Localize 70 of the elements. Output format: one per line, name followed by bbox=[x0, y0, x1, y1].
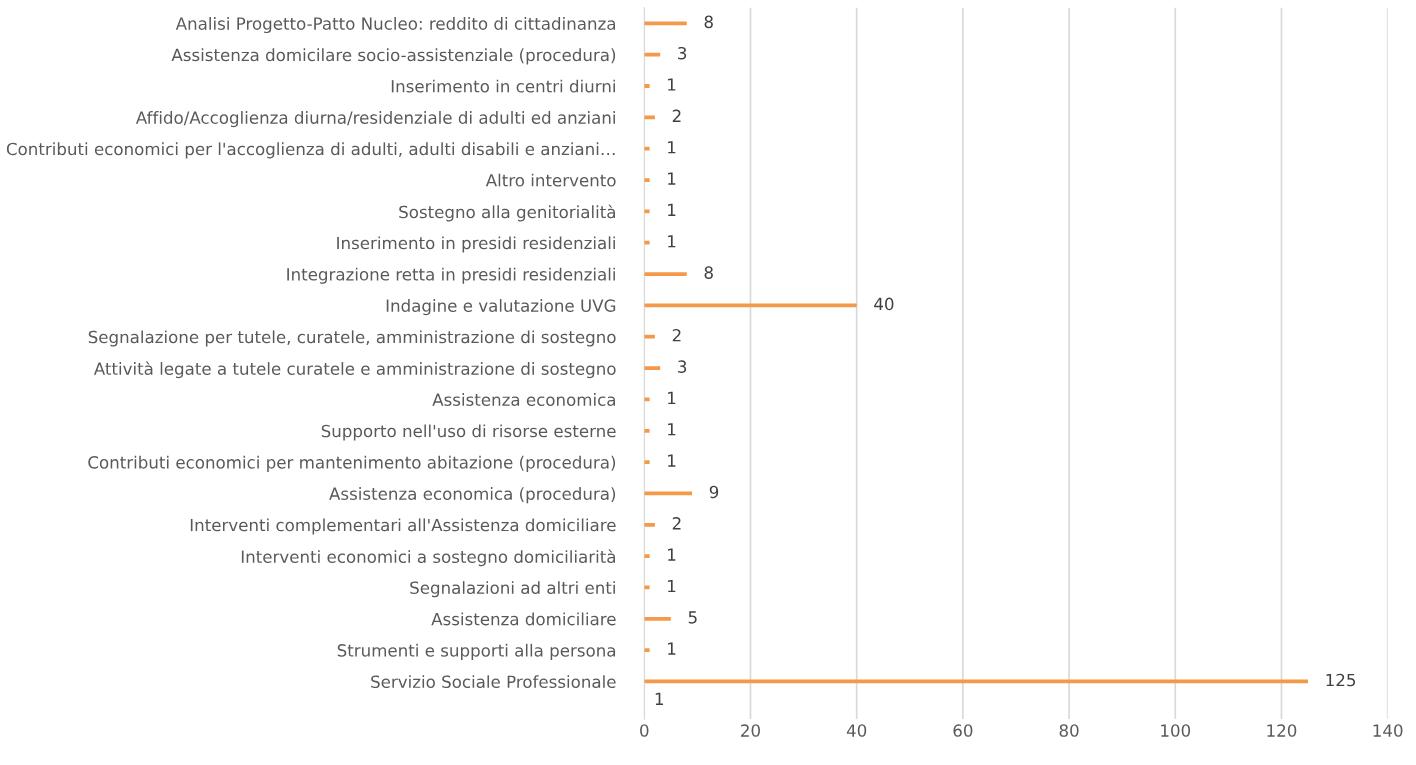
y-tick-label: Servizio Sociale Professionale bbox=[371, 675, 616, 689]
data-label: 1 bbox=[668, 391, 676, 405]
x-tick-label: 60 bbox=[953, 724, 973, 737]
bar bbox=[644, 460, 650, 464]
data-label: 1 bbox=[668, 423, 676, 436]
bar bbox=[644, 648, 650, 653]
bar bbox=[644, 209, 650, 214]
data-label: 5 bbox=[688, 611, 697, 624]
data-label: 3 bbox=[678, 46, 687, 60]
y-tick-label: Interventi complementari all'Assistenza domiciliare bbox=[190, 518, 616, 535]
y-tick-label: Inserimento in centri diurni bbox=[391, 79, 615, 93]
data-label: 9 bbox=[709, 485, 719, 499]
x-tick-label: 40 bbox=[846, 724, 867, 737]
x-tick-label: 80 bbox=[1059, 724, 1079, 737]
data-label: 1 bbox=[668, 172, 676, 185]
x-tick-label: 100 bbox=[1161, 724, 1191, 737]
bar bbox=[644, 115, 655, 120]
y-tick-label: Assistenza domiciliare bbox=[431, 612, 616, 626]
y-tick-label: Sostegno alla genitorialità bbox=[399, 204, 615, 222]
data-label: 1 bbox=[668, 78, 676, 91]
x-tick-label: 20 bbox=[741, 724, 760, 737]
data-label: 1 bbox=[668, 203, 676, 216]
y-tick-label: Assistenza economica bbox=[432, 393, 615, 406]
data-label: 8 bbox=[704, 15, 713, 29]
bar bbox=[644, 146, 650, 151]
x-tick-label: 120 bbox=[1267, 724, 1297, 737]
data-label: 2 bbox=[672, 517, 681, 530]
bar bbox=[644, 616, 671, 621]
data-label: 1 bbox=[668, 642, 676, 655]
y-tick-label: Segnalazione per tutele, curatele, amministrazione di sostegno bbox=[88, 330, 616, 347]
data-label: 1 bbox=[668, 235, 676, 248]
y-tick-label: Interventi economici a sostegno domiciliarità bbox=[241, 549, 615, 567]
y-tick-label: Indagine e valutazione UVG bbox=[386, 299, 616, 316]
y-tick-label: Segnalazioni ad altri enti bbox=[410, 581, 615, 598]
bar bbox=[644, 178, 650, 182]
y-tick-label: Strumenti e supporti alla persona bbox=[337, 643, 615, 660]
data-label: 1 bbox=[668, 548, 676, 561]
data-label: 1 bbox=[668, 141, 676, 154]
x-tick-label: 140 bbox=[1373, 724, 1403, 737]
y-tick-label: Assistenza economica (procedura) bbox=[329, 487, 616, 504]
y-tick-label: Assistenza domicilare socio-assistenziale (procedura) bbox=[171, 48, 616, 65]
data-label: 1 bbox=[668, 579, 676, 593]
y-tick-label: Altro intervento bbox=[485, 173, 616, 187]
y-tick-label: Contributi economici per mantenimento abitazione (procedura) bbox=[88, 455, 616, 472]
data-label: 8 bbox=[704, 266, 713, 279]
bar bbox=[644, 334, 655, 339]
bar bbox=[644, 21, 687, 26]
data-label: 2 bbox=[672, 109, 681, 122]
bar bbox=[644, 428, 650, 433]
data-label: 1 bbox=[668, 454, 676, 467]
y-tick-label: Attività legate a tutele curatele e amministrazione di sostegno bbox=[93, 361, 616, 379]
annotation: 1 bbox=[655, 692, 664, 705]
y-tick-label: Affido/Accoglienza diurna/residenziale di adulti ed anziani bbox=[135, 111, 615, 128]
y-tick-label: Supporto nell'uso di risorse esterne bbox=[321, 424, 616, 441]
bar bbox=[644, 272, 687, 276]
bar bbox=[644, 52, 661, 57]
data-label: 125 bbox=[1326, 673, 1356, 687]
data-label: 3 bbox=[678, 360, 687, 373]
bar bbox=[644, 84, 650, 88]
y-tick-label: Contributi economici per l'accoglienza di adulti, adulti disabili e anziani… bbox=[6, 142, 615, 159]
y-tick-label: Analisi Progetto-Patto Nucleo: reddito di cittadinanza bbox=[175, 16, 615, 34]
y-tick-label: Inserimento in presidi residenziali bbox=[337, 236, 615, 253]
bar bbox=[644, 366, 661, 370]
bar bbox=[644, 240, 650, 245]
bar bbox=[644, 522, 655, 527]
data-label: 2 bbox=[672, 328, 681, 342]
data-label: 40 bbox=[874, 297, 894, 311]
bar bbox=[644, 554, 650, 559]
y-tick-label: Integrazione retta in presidi residenziali bbox=[287, 267, 615, 284]
x-tick-label: 0 bbox=[640, 724, 649, 737]
